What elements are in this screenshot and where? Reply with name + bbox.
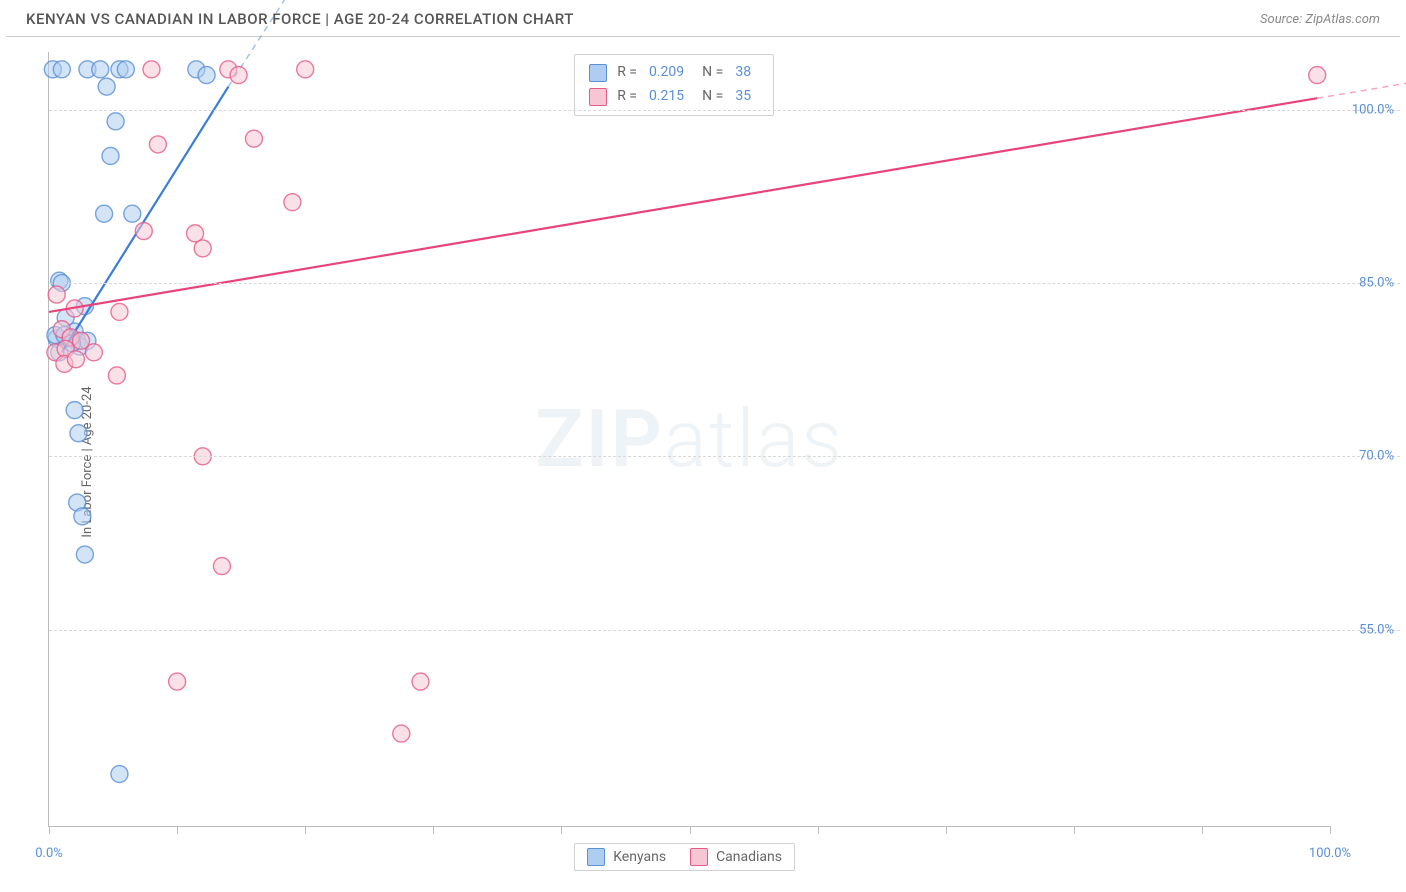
x-tick: [818, 826, 819, 834]
x-tick-label: 0.0%: [35, 846, 63, 861]
kenyans-point: [102, 147, 119, 164]
kenyans-point: [96, 205, 113, 222]
legend-stats: R = 0.209 N = 38 R = 0.215 N = 35: [574, 54, 774, 116]
kenyans-point: [53, 61, 70, 78]
canadians-point: [111, 303, 128, 320]
legend-R-label: R =: [617, 85, 637, 109]
canadians-point: [85, 344, 102, 361]
legend-N-label: N =: [702, 61, 723, 85]
x-tick: [1330, 826, 1331, 834]
chart-source: Source: ZipAtlas.com: [1260, 12, 1380, 27]
y-tick-label: 85.0%: [1359, 276, 1394, 291]
gridline: [49, 630, 1400, 631]
canadians-point: [393, 725, 410, 742]
y-tick-label: 70.0%: [1359, 449, 1394, 464]
legend-series-item: Canadians: [690, 848, 782, 866]
kenyans-point: [117, 61, 134, 78]
kenyans-point: [124, 205, 141, 222]
canadians-point: [230, 67, 247, 84]
gridline: [49, 283, 1400, 284]
canadians-trend-line: [49, 98, 1317, 312]
x-tick: [305, 826, 306, 834]
kenyans-point: [66, 402, 83, 419]
chart-header: KENYAN VS CANADIAN IN LABOR FORCE | AGE …: [6, 0, 1400, 37]
legend-series: Kenyans Canadians: [574, 843, 795, 871]
legend-series-label: Canadians: [716, 849, 782, 865]
legend-series-label: Kenyans: [613, 849, 666, 865]
x-tick: [49, 826, 50, 834]
x-tick: [1202, 826, 1203, 834]
canadians-point: [412, 673, 429, 690]
gridline: [49, 456, 1400, 457]
x-tick: [433, 826, 434, 834]
kenyans-trend-line: [62, 87, 229, 353]
legend-stats-row: R = 0.209 N = 38: [589, 61, 759, 85]
legend-R-value: 0.209: [649, 61, 684, 85]
canadians-point: [245, 130, 262, 147]
legend-N-value: 38: [735, 61, 751, 85]
gridline: [49, 110, 1400, 111]
x-tick: [946, 826, 947, 834]
y-tick-label: 55.0%: [1359, 622, 1394, 637]
canadians-point: [194, 240, 211, 257]
canadians-point: [1309, 67, 1326, 84]
legend-series-item: Kenyans: [587, 848, 666, 866]
x-tick: [177, 826, 178, 834]
canadians-point: [108, 367, 125, 384]
kenyans-point: [98, 78, 115, 95]
y-tick-label: 100.0%: [1352, 102, 1394, 117]
kenyans-point: [111, 766, 128, 783]
legend-R-value: 0.215: [649, 85, 684, 109]
legend-stats-row: R = 0.215 N = 35: [589, 85, 759, 109]
kenyans-point: [198, 67, 215, 84]
canadians-point: [143, 61, 160, 78]
x-tick-label: 100.0%: [1309, 846, 1351, 861]
canadians-point: [297, 61, 314, 78]
x-tick: [1074, 826, 1075, 834]
legend-R-label: R =: [617, 61, 637, 85]
legend-swatch: [589, 64, 607, 82]
legend-swatch: [690, 848, 708, 866]
canadians-point: [284, 194, 301, 211]
canadians-trend-dash: [1317, 83, 1406, 98]
canadians-point: [149, 136, 166, 153]
kenyans-point: [70, 425, 87, 442]
canadians-point: [213, 558, 230, 575]
chart-container: In Labor Force | Age 20-24 ZIPatlas R = …: [18, 42, 1400, 882]
legend-N-value: 35: [735, 85, 751, 109]
kenyans-point: [76, 546, 93, 563]
kenyans-point: [74, 508, 91, 525]
chart-title: KENYAN VS CANADIAN IN LABOR FORCE | AGE …: [26, 10, 574, 28]
canadians-point: [67, 351, 84, 368]
canadians-point: [187, 225, 204, 242]
legend-swatch: [587, 848, 605, 866]
plot-svg: [49, 52, 1330, 826]
kenyans-point: [107, 113, 124, 130]
legend-swatch: [589, 88, 607, 106]
x-tick: [561, 826, 562, 834]
kenyans-point: [92, 61, 109, 78]
plot-area: ZIPatlas R = 0.209N = 38R = 0.215N = 35 …: [48, 52, 1330, 827]
canadians-point: [48, 286, 65, 303]
canadians-point: [135, 223, 152, 240]
legend-N-label: N =: [702, 85, 723, 109]
x-tick: [690, 826, 691, 834]
canadians-point: [169, 673, 186, 690]
